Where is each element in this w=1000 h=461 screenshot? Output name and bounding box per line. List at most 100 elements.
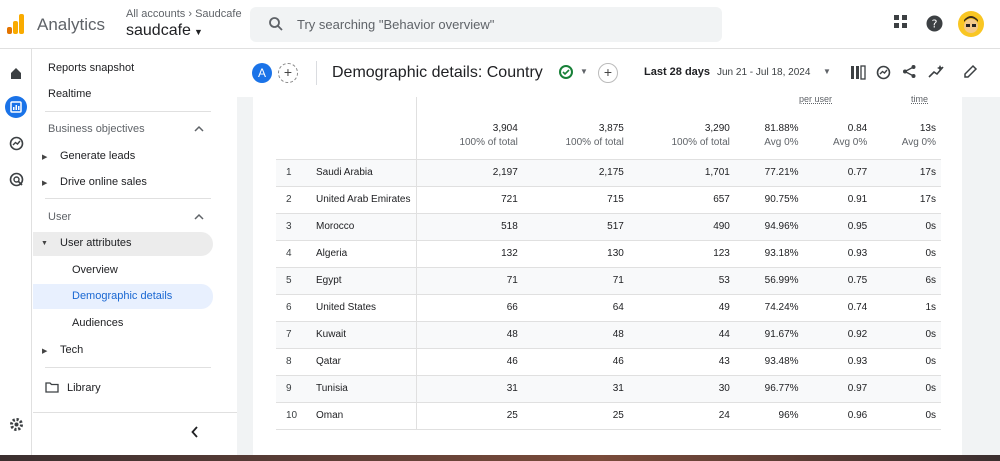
sidebar-item-generate-leads[interactable]: Generate leads: [60, 150, 136, 162]
country-cell[interactable]: Saudi Arabia: [309, 159, 417, 187]
table-row[interactable]: 6 United States 66 64 49 74.24% 0.74 1s: [276, 294, 941, 322]
metric-cell: 43: [628, 348, 735, 376]
metric-cell: 1s: [872, 294, 941, 322]
country-cell[interactable]: United States: [309, 294, 417, 322]
account-selector[interactable]: saudcafe ▼: [126, 22, 203, 40]
sidebar-divider: [33, 412, 237, 413]
analytics-logo-icon[interactable]: [7, 14, 25, 34]
metric-cell: 0.95: [803, 213, 873, 241]
sidebar-item-audiences[interactable]: Audiences: [72, 317, 124, 329]
title-dropdown-icon[interactable]: ▼: [580, 67, 588, 76]
reports-sidebar: Reports snapshot Realtime Business objec…: [33, 49, 237, 461]
collapse-sidebar-chevron-icon[interactable]: [191, 426, 199, 438]
metric-cell: 91.67%: [734, 321, 804, 349]
country-cell[interactable]: Algeria: [309, 240, 417, 268]
verified-check-icon[interactable]: [559, 65, 573, 79]
metric-cell: 0s: [872, 240, 941, 268]
metric-cell: 2,197: [416, 159, 523, 187]
table-row[interactable]: 3 Morocco 518 517 490 94.96% 0.95 0s: [276, 213, 941, 241]
insights-icon[interactable]: [876, 65, 891, 80]
search-icon: [269, 17, 283, 31]
edit-pencil-icon[interactable]: [963, 64, 978, 79]
metric-cell: 0.74: [803, 294, 873, 322]
report-header: A + Demographic details: Country ▼ + Las…: [237, 49, 1000, 97]
sidebar-item-library[interactable]: Library: [67, 382, 101, 394]
settings-gear-icon[interactable]: [5, 413, 27, 435]
total-cell: 81.88% Avg 0%: [734, 97, 804, 160]
expand-triangle-icon[interactable]: ▶: [42, 348, 48, 355]
table-row[interactable]: 9 Tunisia 31 31 30 96.77% 0.97 0s: [276, 375, 941, 403]
country-cell[interactable]: United Arab Emirates: [309, 186, 417, 214]
expand-triangle-icon[interactable]: ▶: [42, 154, 48, 161]
totals-row: 3,904 100% of total 3,875 100% of total 3,…: [276, 97, 941, 160]
table-row[interactable]: 7 Kuwait 48 48 44 91.67% 0.92 0s: [276, 321, 941, 349]
advertising-icon[interactable]: [5, 168, 27, 190]
country-cell[interactable]: Kuwait: [309, 321, 417, 349]
sidebar-item-drive-online-sales[interactable]: Drive online sales: [60, 176, 147, 188]
explore-icon[interactable]: [5, 132, 27, 154]
table-row[interactable]: 4 Algeria 132 130 123 93.18% 0.93 0s: [276, 240, 941, 268]
trend-sparkle-icon[interactable]: [928, 64, 945, 79]
scroll-gutter[interactable]: [962, 97, 1000, 461]
date-range-label[interactable]: Last 28 days: [644, 66, 711, 78]
metric-cell: 46: [522, 348, 629, 376]
table-row[interactable]: 1 Saudi Arabia 2,197 2,175 1,701 77.21% 0.77 17…: [276, 159, 941, 187]
home-icon[interactable]: [5, 62, 27, 84]
row-index: 2: [276, 186, 309, 214]
sidebar-divider: [45, 367, 211, 368]
metric-cell: 17s: [872, 159, 941, 187]
chevron-up-icon[interactable]: [194, 125, 204, 133]
metric-cell: 71: [416, 267, 523, 295]
user-avatar[interactable]: [958, 11, 984, 37]
country-cell[interactable]: Morocco: [309, 213, 417, 241]
apps-grid-icon[interactable]: [893, 14, 909, 30]
total-sub: 100% of total: [459, 137, 518, 148]
add-comparison-icon[interactable]: +: [278, 63, 298, 83]
comparison-chip-a[interactable]: A: [252, 63, 272, 83]
metric-cell: 0s: [872, 321, 941, 349]
reports-icon[interactable]: [5, 96, 27, 118]
date-range-value[interactable]: Jun 21 - Jul 18, 2024: [717, 67, 811, 78]
country-cell[interactable]: Tunisia: [309, 375, 417, 403]
compare-columns-icon[interactable]: [850, 65, 866, 80]
share-icon[interactable]: [902, 64, 917, 79]
metric-cell: 0.93: [803, 240, 873, 268]
country-cell[interactable]: Oman: [309, 402, 417, 430]
total-cell: 3,904 100% of total: [416, 97, 523, 160]
metric-cell: 44: [628, 321, 735, 349]
sidebar-item-reports-snapshot[interactable]: Reports snapshot: [48, 62, 135, 74]
totals-label-cell: [309, 97, 417, 160]
help-icon[interactable]: ?: [926, 15, 943, 32]
metric-cell: 0.96: [803, 402, 873, 430]
table-row[interactable]: 2 United Arab Emirates 721 715 657 90.75% 0.91…: [276, 186, 941, 214]
sidebar-item-demographic-details[interactable]: Demographic details: [72, 290, 173, 302]
sidebar-item-realtime[interactable]: Realtime: [48, 88, 92, 100]
total-sub: Avg 0%: [901, 137, 936, 148]
row-index: 1: [276, 159, 309, 187]
metric-cell: 48: [416, 321, 523, 349]
chevron-up-icon[interactable]: [194, 213, 204, 221]
expand-triangle-icon[interactable]: ▶: [42, 180, 48, 187]
sidebar-item-overview[interactable]: Overview: [72, 264, 118, 276]
country-cell[interactable]: Qatar: [309, 348, 417, 376]
sidebar-item-tech[interactable]: Tech: [60, 344, 84, 356]
date-dropdown-icon[interactable]: ▼: [823, 67, 831, 76]
content-gutter: [237, 97, 253, 461]
sidebar-section-business-objectives[interactable]: Business objectives: [48, 123, 145, 135]
demographic-details-highlight: [33, 284, 213, 309]
left-rail: [0, 49, 32, 461]
metric-cell: 53: [628, 267, 735, 295]
table-row[interactable]: 10 Oman 25 25 24 96% 0.96 0s: [276, 402, 941, 430]
collapse-triangle-icon[interactable]: ▼: [41, 240, 48, 247]
metric-cell: 721: [416, 186, 523, 214]
search-bar[interactable]: Try searching "Behavior overview": [250, 7, 722, 42]
metric-cell: 64: [522, 294, 629, 322]
table-row[interactable]: 8 Qatar 46 46 43 93.48% 0.93 0s: [276, 348, 941, 376]
breadcrumb[interactable]: All accounts › Saudcafe: [126, 8, 242, 20]
country-cell[interactable]: Egypt: [309, 267, 417, 295]
sidebar-section-user[interactable]: User: [48, 211, 72, 223]
table-row[interactable]: 5 Egypt 71 71 53 56.99% 0.75 6s: [276, 267, 941, 295]
add-filter-icon[interactable]: +: [598, 63, 618, 83]
metric-cell: 132: [416, 240, 523, 268]
sidebar-item-user-attributes[interactable]: User attributes: [60, 237, 132, 249]
